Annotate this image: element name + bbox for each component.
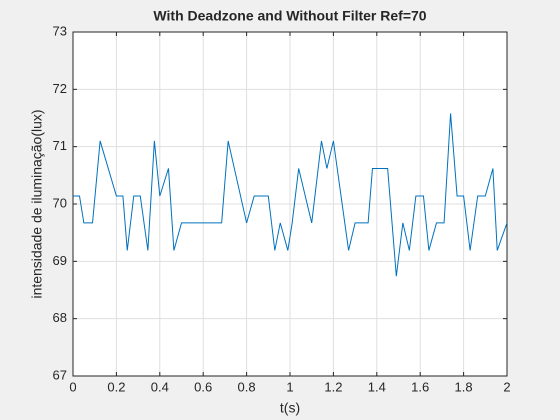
x-tick-label: 0.6 (194, 379, 212, 394)
data-line (73, 113, 508, 277)
x-tick-label: 0.4 (151, 379, 169, 394)
y-tick-label: 67 (53, 367, 67, 382)
x-tick-label: 0.2 (107, 379, 125, 394)
y-tick-label: 70 (53, 195, 67, 210)
chart-title: With Deadzone and Without Filter Ref=70 (153, 8, 426, 24)
x-tick-label: 1.4 (368, 379, 386, 394)
y-tick-label: 69 (53, 253, 67, 268)
x-tick-label: 1.6 (411, 379, 429, 394)
y-axis-label: intensidade de iluminação(lux) (29, 109, 45, 298)
x-tick-label: 1 (286, 379, 293, 394)
y-tick-label: 71 (53, 138, 67, 153)
x-tick-label: 0.8 (238, 379, 256, 394)
x-tick-label: 2 (503, 379, 510, 394)
x-tick-label: 1.2 (324, 379, 342, 394)
y-tick-label: 68 (53, 310, 67, 325)
y-tick-label: 72 (53, 81, 67, 96)
x-tick-label: 0 (69, 379, 76, 394)
x-axis-label: t(s) (280, 400, 300, 416)
axes-box (72, 31, 508, 377)
y-tick-label: 73 (53, 23, 67, 38)
x-tick-label: 1.8 (455, 379, 473, 394)
